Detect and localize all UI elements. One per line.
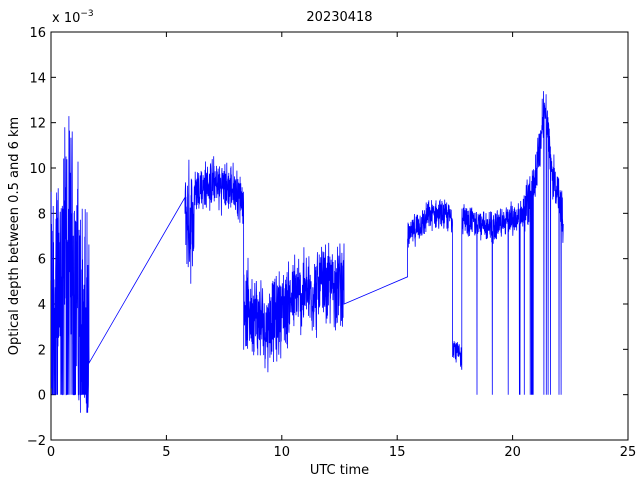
y-tick-label: 4	[38, 298, 46, 313]
x-tick-label: 5	[162, 445, 170, 460]
y-multiplier-exponent: −3	[80, 9, 93, 19]
x-tick-label: 10	[274, 445, 291, 460]
x-tick-label: 20	[504, 445, 521, 460]
x-tick-label: 25	[620, 445, 637, 460]
y-multiplier: x 10−3	[52, 9, 94, 26]
x-axis-ticks: 0 5 10 15 20 25	[47, 32, 636, 460]
y-tick-label: 12	[29, 117, 46, 132]
x-tick-label: 0	[47, 445, 55, 460]
x-axis-label: UTC time	[310, 463, 369, 478]
y-tick-label: 16	[29, 26, 46, 41]
y-axis-ticks: −2 0 2 4 6 8 10 12 14 16	[27, 26, 628, 449]
y-tick-label: 6	[38, 253, 46, 268]
x-tick-label: 15	[389, 445, 406, 460]
y-tick-label: −2	[27, 434, 46, 449]
chart-title: 20230418	[306, 10, 372, 25]
y-multiplier-base: x 10	[52, 11, 80, 26]
series-line	[50, 91, 564, 413]
y-axis-label: Optical depth between 0.5 and 6 km	[7, 117, 22, 355]
y-tick-label: 0	[38, 389, 46, 404]
plot-area	[50, 31, 629, 441]
y-tick-label: 2	[38, 343, 46, 358]
y-tick-label: 10	[29, 162, 46, 177]
y-tick-label: 8	[38, 207, 46, 222]
y-tick-label: 14	[29, 71, 46, 86]
